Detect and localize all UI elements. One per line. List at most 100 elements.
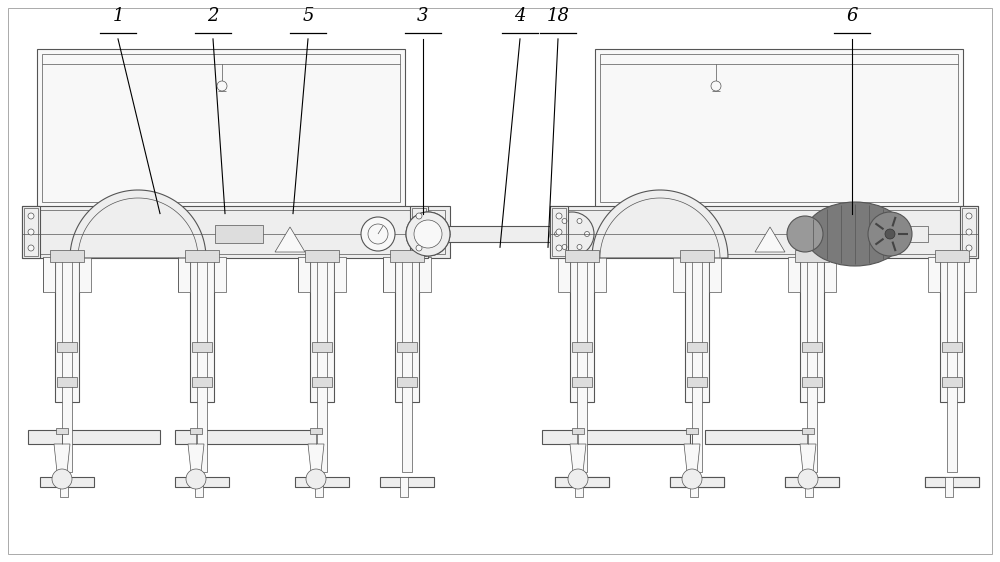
Bar bbox=[43, 257, 55, 292]
Ellipse shape bbox=[805, 202, 905, 266]
Bar bbox=[397, 342, 417, 352]
Circle shape bbox=[440, 232, 446, 237]
Bar bbox=[686, 428, 698, 434]
Bar bbox=[214, 257, 226, 292]
Bar bbox=[942, 377, 962, 387]
Bar bbox=[419, 257, 431, 292]
Circle shape bbox=[556, 245, 562, 251]
Bar bbox=[215, 225, 263, 243]
Bar bbox=[79, 257, 91, 292]
Bar bbox=[390, 250, 424, 262]
Bar bbox=[575, 477, 583, 497]
Circle shape bbox=[361, 217, 395, 251]
Bar bbox=[802, 342, 822, 352]
Bar bbox=[37, 49, 405, 207]
Circle shape bbox=[711, 81, 721, 91]
Bar bbox=[572, 428, 584, 434]
Circle shape bbox=[186, 469, 206, 489]
Bar bbox=[55, 254, 79, 402]
Bar bbox=[397, 377, 417, 387]
Bar bbox=[788, 257, 800, 292]
Circle shape bbox=[306, 469, 326, 489]
Bar bbox=[709, 257, 721, 292]
Polygon shape bbox=[800, 444, 816, 472]
Bar bbox=[197, 254, 207, 472]
Circle shape bbox=[433, 244, 438, 250]
Bar bbox=[315, 477, 323, 497]
Bar bbox=[687, 342, 707, 352]
Bar bbox=[57, 342, 77, 352]
Bar bbox=[800, 226, 818, 242]
Bar bbox=[572, 377, 592, 387]
Circle shape bbox=[411, 232, 416, 237]
Circle shape bbox=[406, 212, 450, 256]
Bar bbox=[670, 477, 724, 487]
Polygon shape bbox=[570, 444, 586, 472]
Bar bbox=[673, 257, 685, 292]
Bar bbox=[62, 254, 72, 472]
Circle shape bbox=[868, 212, 912, 256]
Text: 1: 1 bbox=[112, 7, 124, 25]
Polygon shape bbox=[275, 227, 305, 252]
Bar bbox=[192, 377, 212, 387]
Bar bbox=[175, 430, 323, 444]
Circle shape bbox=[966, 229, 972, 235]
Bar bbox=[175, 477, 229, 487]
Circle shape bbox=[416, 213, 422, 219]
Bar bbox=[940, 254, 964, 402]
Bar bbox=[298, 257, 310, 292]
Bar bbox=[552, 208, 566, 256]
Bar bbox=[60, 477, 68, 497]
Bar bbox=[572, 342, 592, 352]
Bar bbox=[960, 206, 978, 258]
Bar bbox=[690, 477, 698, 497]
Bar bbox=[190, 428, 202, 434]
Circle shape bbox=[966, 245, 972, 251]
Polygon shape bbox=[308, 444, 324, 472]
Bar bbox=[24, 208, 38, 256]
Bar bbox=[50, 250, 84, 262]
Bar bbox=[685, 254, 709, 402]
Bar bbox=[577, 254, 587, 472]
Circle shape bbox=[217, 81, 227, 91]
Bar bbox=[380, 477, 434, 487]
Bar bbox=[412, 208, 426, 256]
Bar bbox=[945, 477, 953, 497]
Circle shape bbox=[787, 216, 823, 252]
Circle shape bbox=[418, 244, 423, 250]
Bar bbox=[565, 250, 599, 262]
Bar bbox=[594, 257, 606, 292]
Bar bbox=[400, 477, 408, 497]
Bar bbox=[312, 342, 332, 352]
Bar bbox=[692, 254, 702, 472]
Circle shape bbox=[577, 219, 582, 224]
Bar bbox=[383, 257, 395, 292]
Circle shape bbox=[584, 232, 590, 237]
Polygon shape bbox=[54, 444, 70, 472]
Circle shape bbox=[368, 224, 388, 244]
Polygon shape bbox=[188, 444, 204, 472]
Bar bbox=[295, 477, 349, 487]
Bar bbox=[964, 257, 976, 292]
Bar bbox=[22, 206, 450, 258]
Circle shape bbox=[568, 469, 588, 489]
Bar bbox=[190, 254, 214, 402]
Circle shape bbox=[416, 245, 422, 251]
Bar bbox=[195, 477, 203, 497]
Bar bbox=[317, 254, 327, 472]
Circle shape bbox=[433, 219, 438, 224]
Bar bbox=[807, 254, 817, 472]
Bar bbox=[395, 254, 419, 402]
Bar bbox=[705, 430, 813, 444]
Bar bbox=[925, 477, 979, 487]
Circle shape bbox=[556, 213, 562, 219]
Circle shape bbox=[414, 220, 442, 248]
Bar bbox=[680, 250, 714, 262]
Circle shape bbox=[682, 469, 702, 489]
Bar bbox=[312, 377, 332, 387]
Text: 6: 6 bbox=[846, 7, 858, 25]
Bar bbox=[687, 377, 707, 387]
Bar bbox=[555, 477, 609, 487]
Circle shape bbox=[556, 229, 562, 235]
Polygon shape bbox=[592, 190, 728, 258]
